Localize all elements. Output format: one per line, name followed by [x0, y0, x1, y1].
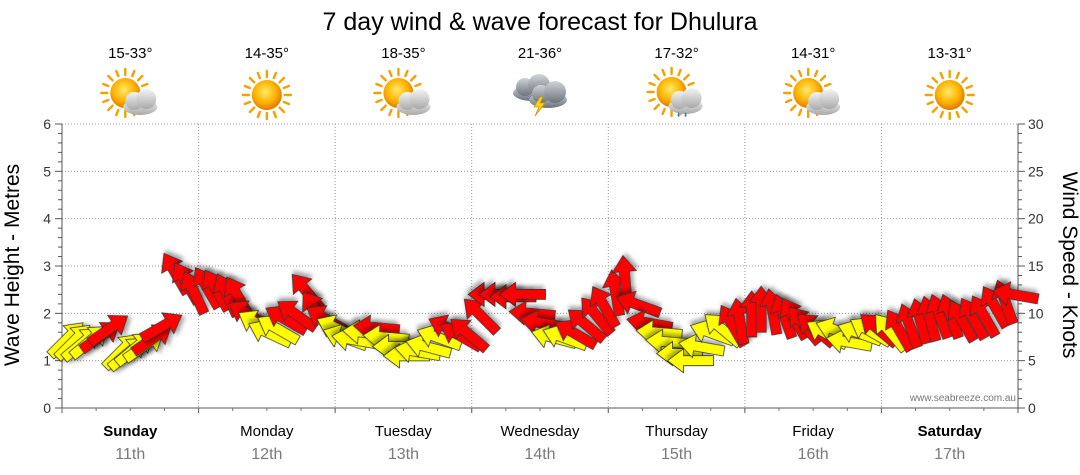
temp-range-monday: 14-35° — [245, 45, 289, 62]
sunny-icon — [924, 69, 975, 121]
temp-range-thursday: 17-32° — [654, 45, 698, 62]
right-tick-label: 10 — [1028, 305, 1044, 321]
day-name-thursday: Thursday — [645, 423, 708, 440]
right-tick-label: 0 — [1028, 400, 1036, 416]
left-tick-label: 0 — [43, 400, 51, 416]
right-tick-label: 20 — [1028, 211, 1044, 227]
wind-arrow — [958, 297, 990, 342]
partly-cloudy-icon — [100, 67, 158, 119]
right-tick-label: 25 — [1028, 163, 1044, 179]
sunny-icon — [241, 69, 293, 121]
left-axis-title: Wave Height - Metres — [1, 164, 24, 366]
wind-arrow — [138, 312, 183, 344]
wind-arrow — [666, 347, 714, 374]
day-name-monday: Monday — [240, 423, 294, 440]
partly-cloudy-icon — [373, 67, 431, 119]
day-name-saturday: Saturday — [918, 423, 983, 440]
left-tick-label: 1 — [43, 353, 51, 369]
wind-arrow — [498, 281, 546, 308]
wind-arrow — [179, 270, 210, 316]
weather-row: 15-33° 14-35° 18-35° 21-36° 17-32° 14-31° 13-3… — [100, 45, 975, 121]
day-date-saturday: 17th — [934, 446, 965, 463]
wind-arrow — [463, 298, 501, 336]
chart-title: 7 day wind & wave forecast for Dhulura — [323, 8, 758, 36]
wind-arrow — [567, 309, 608, 344]
shower-icon — [646, 66, 703, 118]
right-axis: 0 5 10 15 20 25 30 — [1017, 116, 1044, 416]
right-tick-label: 30 — [1028, 116, 1044, 132]
temp-range-sunday: 15-33° — [108, 45, 152, 62]
day-name-sunday: Sunday — [103, 423, 158, 440]
wind-arrow — [257, 314, 301, 346]
plot-area: 0 1 2 3 4 5 6 0 5 10 15 20 25 30 — [43, 116, 1044, 416]
grid-lines — [62, 123, 1018, 408]
temp-range-saturday: 13-31° — [928, 45, 972, 62]
temp-range-wednesday: 21-36° — [518, 45, 562, 62]
wind-arrow — [678, 333, 726, 359]
day-date-thursday: 15th — [661, 446, 692, 463]
day-date-monday: 12th — [251, 446, 282, 463]
right-axis-title: Wind Speed - Knots — [1058, 172, 1080, 359]
right-tick-label: 15 — [1028, 258, 1044, 274]
day-date-tuesday: 13th — [388, 446, 419, 463]
wind-arrow — [86, 314, 129, 348]
wind-arrows — [46, 252, 1040, 374]
storm-icon — [513, 74, 567, 117]
left-tick-label: 3 — [43, 258, 51, 274]
left-tick-label: 2 — [43, 305, 51, 321]
day-labels: Sunday 11th Monday 12th Tuesday 13th Wednesday… — [103, 423, 982, 463]
day-date-wednesday: 14th — [524, 446, 555, 463]
left-tick-label: 6 — [43, 116, 51, 132]
day-date-sunday: 11th — [115, 446, 145, 463]
left-tick-label: 5 — [43, 163, 51, 179]
wind-arrow — [947, 300, 979, 344]
left-axis: 0 1 2 3 4 5 6 — [43, 116, 1019, 416]
partly-cloudy-icon — [782, 67, 841, 119]
day-name-wednesday: Wednesday — [501, 423, 580, 440]
left-tick-label: 4 — [43, 211, 51, 227]
watermark: www.seabreeze.com.au — [909, 393, 1016, 404]
wind-arrow — [992, 281, 1040, 307]
wind-arrow — [554, 319, 599, 351]
wind-arrow — [450, 319, 490, 354]
temp-range-tuesday: 18-35° — [381, 45, 425, 62]
day-name-friday: Friday — [792, 423, 834, 440]
day-date-friday: 16th — [798, 446, 829, 463]
right-tick-label: 5 — [1028, 353, 1036, 369]
day-name-tuesday: Tuesday — [375, 423, 432, 440]
temp-range-friday: 14-31° — [791, 45, 835, 62]
wind-arrow — [616, 290, 663, 319]
wind-arrow — [589, 286, 621, 330]
